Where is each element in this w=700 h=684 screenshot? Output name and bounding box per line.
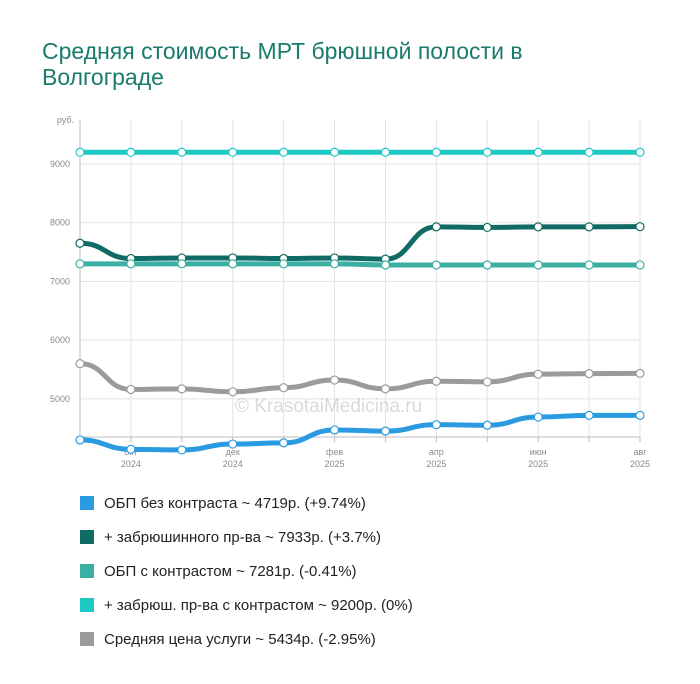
data-point — [75, 259, 85, 269]
x-tick-label-month: апр — [429, 447, 444, 457]
data-point — [533, 147, 543, 157]
legend-item[interactable]: ОБП с контрастом ~ 7281р. (-0.41%) — [80, 554, 413, 588]
series-line — [77, 412, 643, 453]
series-line — [77, 224, 643, 262]
data-point — [482, 147, 492, 157]
data-point — [228, 147, 238, 157]
data-point — [584, 369, 594, 379]
data-point — [635, 147, 645, 157]
x-tick-label-month: авг — [633, 447, 647, 457]
data-point — [533, 412, 543, 422]
legend: ОБП без контраста ~ 4719р. (+9.74%) + за… — [80, 486, 413, 656]
data-point — [482, 222, 492, 233]
data-point — [584, 410, 594, 420]
data-point — [126, 259, 136, 269]
data-point — [177, 147, 187, 157]
data-point — [279, 147, 289, 157]
y-tick-label: 7000 — [50, 276, 70, 286]
data-point — [380, 260, 391, 270]
data-point — [228, 259, 238, 269]
series-line — [77, 361, 643, 395]
data-point — [75, 435, 85, 445]
data-point — [635, 260, 645, 270]
data-point — [584, 147, 594, 157]
data-point — [431, 420, 441, 430]
x-tick-label-year: 2025 — [426, 459, 446, 469]
data-point — [126, 147, 136, 157]
data-point — [329, 425, 340, 435]
x-tick-label-year: 2025 — [325, 459, 345, 469]
data-point — [431, 376, 441, 386]
legend-item[interactable]: + забрюшинного пр-ва ~ 7933р. (+3.7%) — [80, 520, 413, 554]
legend-swatch — [80, 598, 94, 612]
data-point — [75, 238, 85, 248]
data-point — [126, 384, 136, 395]
data-point — [431, 147, 441, 157]
data-point — [279, 438, 289, 448]
legend-item[interactable]: Средняя цена услуги ~ 5434р. (-2.95%) — [80, 622, 413, 656]
data-point — [431, 260, 441, 270]
y-tick-label: 5000 — [50, 394, 70, 404]
data-point — [380, 426, 391, 436]
x-tick-label-month: дек — [226, 447, 240, 457]
data-point — [75, 147, 85, 157]
legend-item[interactable]: + забрюш. пр-ва с контрастом ~ 9200р. (0… — [80, 588, 413, 622]
data-point — [329, 259, 340, 269]
data-point — [75, 359, 85, 369]
legend-label: ОБП без контраста ~ 4719р. (+9.74%) — [104, 494, 366, 512]
y-axis-unit: руб. — [57, 115, 74, 125]
data-point — [177, 259, 187, 269]
x-tick-label-year: 2025 — [630, 459, 650, 469]
legend-item[interactable]: ОБП без контраста ~ 4719р. (+9.74%) — [80, 486, 413, 520]
x-tick-label-month: июн — [530, 447, 547, 457]
x-tick-label-month: фев — [326, 447, 343, 457]
data-point — [177, 445, 187, 455]
data-point — [431, 222, 441, 232]
watermark: © KrasotaiMedicina.ru — [235, 396, 423, 417]
legend-swatch — [80, 496, 94, 510]
y-tick-label: 9000 — [50, 159, 70, 169]
data-point — [533, 260, 543, 270]
line-chart: 50006000700080009000руб.окт2024дек2024фе… — [50, 115, 650, 469]
x-tick-label-year: 2024 — [121, 459, 141, 469]
legend-swatch — [80, 564, 94, 578]
data-point — [533, 222, 543, 232]
legend-swatch — [80, 530, 94, 544]
data-point — [380, 147, 391, 157]
data-point — [228, 439, 238, 449]
legend-swatch — [80, 632, 94, 646]
x-tick-label-year: 2024 — [223, 459, 243, 469]
data-point — [380, 384, 391, 394]
data-point — [482, 420, 492, 430]
data-point — [177, 384, 187, 394]
data-point — [482, 377, 492, 387]
data-point — [329, 375, 340, 385]
data-point — [635, 368, 645, 378]
data-point — [584, 260, 594, 270]
data-point — [533, 369, 543, 379]
legend-label: + забрюшинного пр-ва ~ 7933р. (+3.7%) — [104, 528, 381, 546]
legend-label: ОБП с контрастом ~ 7281р. (-0.41%) — [104, 562, 357, 580]
y-tick-label: 6000 — [50, 335, 70, 345]
x-tick-label-year: 2025 — [528, 459, 548, 469]
y-tick-label: 8000 — [50, 218, 70, 228]
legend-label: Средняя цена услуги ~ 5434р. (-2.95%) — [104, 630, 376, 648]
data-point — [635, 410, 645, 420]
data-point — [635, 222, 645, 232]
data-point — [126, 444, 136, 454]
data-point — [279, 383, 289, 393]
data-point — [329, 147, 340, 157]
chart-title: Средняя стоимость МРТ брюшной полости в … — [42, 38, 523, 90]
data-point — [482, 260, 492, 270]
data-point — [584, 222, 594, 232]
data-point — [228, 387, 238, 397]
data-point — [279, 259, 289, 269]
series-line — [77, 261, 643, 268]
legend-label: + забрюш. пр-ва с контрастом ~ 9200р. (0… — [104, 596, 413, 614]
